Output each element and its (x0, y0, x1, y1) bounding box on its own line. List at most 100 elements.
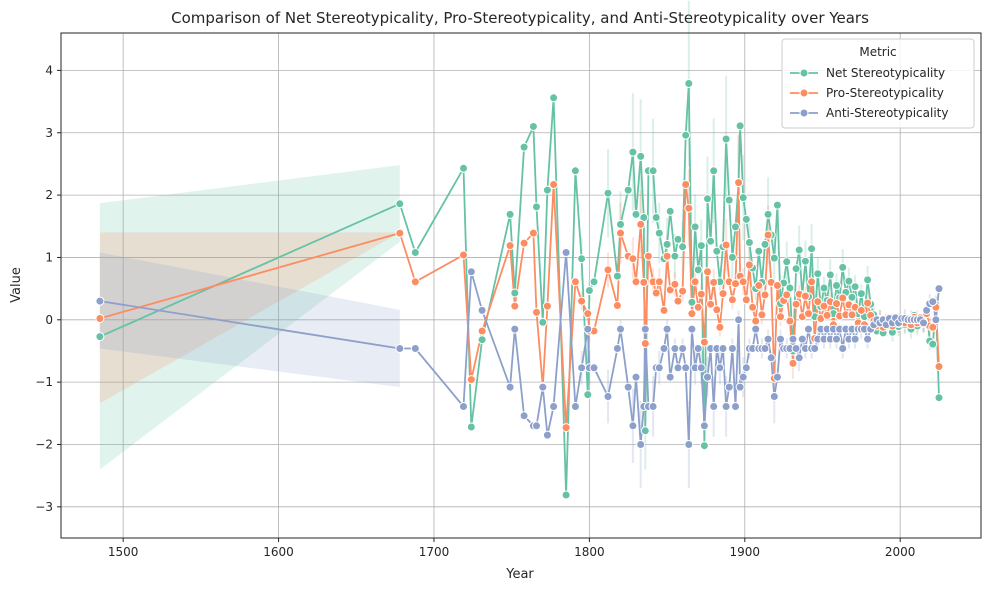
data-point (819, 283, 829, 293)
data-point (919, 318, 928, 328)
data-point (721, 134, 731, 144)
data-point (628, 421, 638, 431)
data-point (477, 326, 487, 336)
x-tick-label: 1700 (419, 545, 450, 559)
data-point (628, 254, 638, 264)
data-point (636, 440, 646, 449)
data-point (670, 279, 680, 289)
data-point (466, 267, 476, 277)
data-point (847, 310, 857, 320)
data-point (731, 222, 740, 232)
data-point (731, 279, 740, 289)
data-point (678, 344, 688, 353)
y-tick-label: −2 (35, 437, 53, 451)
data-point (863, 334, 873, 344)
data-point (754, 246, 764, 256)
y-tick-label: 0 (45, 313, 53, 327)
data-point (510, 324, 520, 334)
data-point (640, 324, 650, 334)
data-point (813, 297, 823, 307)
data-point (505, 209, 515, 219)
data-point (744, 260, 754, 270)
data-point (643, 251, 653, 261)
data-point (459, 402, 468, 411)
data-point (810, 344, 820, 353)
data-point (709, 402, 719, 411)
data-point (612, 301, 622, 310)
data-point (603, 188, 613, 198)
data-point (724, 382, 734, 392)
data-point (561, 490, 571, 500)
data-point (648, 166, 658, 176)
data-point (748, 302, 758, 312)
plot-frame (60, 32, 982, 539)
data-point (538, 382, 548, 392)
data-point (505, 382, 515, 392)
data-point (800, 256, 810, 266)
data-point (678, 242, 688, 252)
data-point (640, 426, 650, 436)
data-point (589, 277, 599, 287)
data-point (863, 275, 873, 285)
data-point (794, 353, 804, 363)
data-point (757, 310, 767, 320)
data-point (721, 402, 731, 411)
data-point (466, 375, 476, 385)
data-point (673, 234, 683, 244)
data-point (772, 372, 782, 382)
data-point (612, 344, 622, 353)
data-point (662, 239, 672, 249)
data-point (690, 277, 700, 287)
data-point (763, 209, 773, 219)
data-point (804, 309, 813, 319)
y-tick-label: −3 (35, 500, 53, 514)
data-point (738, 193, 748, 203)
legend-swatch-marker (799, 108, 809, 118)
data-point (850, 334, 860, 344)
x-tick-label: 2000 (885, 545, 916, 559)
data-point (612, 271, 622, 281)
data-point (856, 305, 866, 315)
data-point (477, 305, 487, 315)
data-point (794, 245, 804, 255)
data-point (542, 185, 552, 195)
data-point (712, 305, 722, 315)
data-point (577, 254, 587, 264)
data-point (636, 151, 646, 161)
legend-swatch-marker (799, 88, 809, 98)
data-point (791, 344, 801, 353)
data-point (687, 297, 697, 307)
data-point (928, 297, 938, 307)
data-point (709, 166, 719, 176)
data-point (931, 315, 941, 325)
x-tick-label: 1500 (108, 545, 139, 559)
data-point (760, 344, 770, 353)
data-point (654, 277, 664, 287)
data-point (715, 322, 725, 332)
data-point (800, 291, 810, 301)
data-point (696, 289, 706, 299)
data-point (651, 288, 661, 298)
data-point (542, 301, 552, 311)
data-point (665, 372, 675, 382)
data-point (395, 199, 405, 209)
data-point (410, 248, 420, 257)
y-tick-label: −1 (35, 375, 53, 389)
data-point (561, 248, 571, 257)
data-point (684, 79, 694, 88)
data-point (699, 421, 709, 431)
data-point (741, 363, 751, 373)
data-point (681, 363, 691, 373)
data-point (804, 324, 813, 334)
confidence-band (99, 165, 400, 470)
data-point (934, 362, 944, 371)
data-point (510, 288, 520, 298)
data-point (628, 147, 638, 157)
data-point (678, 286, 688, 296)
data-point (583, 324, 593, 334)
data-point (570, 277, 580, 287)
y-axis-label: Value (9, 267, 24, 303)
data-point (662, 251, 672, 261)
data-point (410, 277, 420, 287)
legend-swatch-marker (799, 68, 809, 78)
